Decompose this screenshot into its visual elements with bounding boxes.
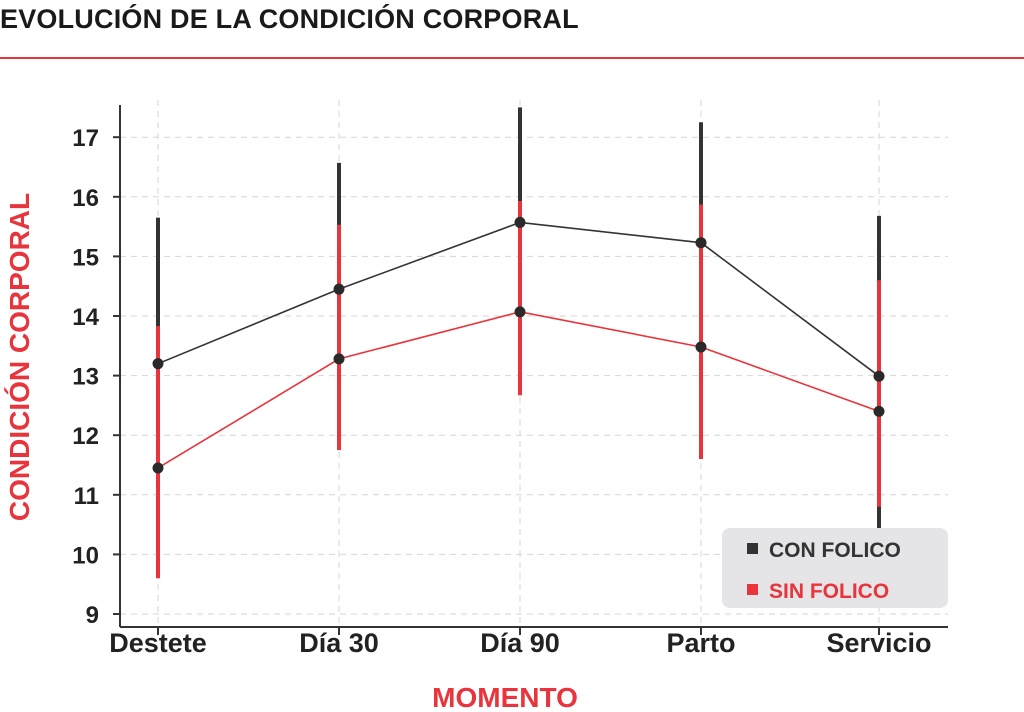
y-tick-label: 12 bbox=[72, 423, 99, 450]
data-point-con-folico bbox=[695, 237, 707, 249]
x-tick-label: Día 30 bbox=[299, 628, 379, 658]
data-point-sin-folico bbox=[695, 341, 707, 353]
data-point-con-folico bbox=[514, 216, 526, 228]
y-tick-label: 15 bbox=[72, 244, 99, 271]
x-tick-label: Destete bbox=[109, 628, 207, 658]
x-axis-label: MOMENTO bbox=[432, 682, 578, 712]
legend-marker-sin-folico bbox=[747, 584, 758, 595]
data-points bbox=[152, 216, 885, 474]
legend-marker-con-folico bbox=[747, 543, 758, 554]
legend-label-sin-folico: SIN FOLICO bbox=[769, 580, 889, 603]
data-point-sin-folico bbox=[152, 462, 164, 474]
error-bars bbox=[156, 107, 881, 579]
legend: CON FOLICO SIN FOLICO bbox=[722, 528, 948, 608]
chart-title: EVOLUCIÓN DE LA CONDICIÓN CORPORAL bbox=[0, 4, 579, 34]
y-tick-label: 11 bbox=[74, 483, 99, 510]
title-divider bbox=[0, 57, 1024, 59]
data-point-con-folico bbox=[152, 358, 164, 370]
x-tick-label: Servicio bbox=[826, 628, 931, 658]
data-point-con-folico bbox=[333, 283, 345, 295]
x-tick-label: Día 90 bbox=[480, 628, 560, 658]
tick-labels: 9 10 11 12 13 14 15 16 17 Destete Día 30 Día 90 Part… bbox=[72, 125, 931, 658]
grid-lines bbox=[120, 100, 948, 627]
legend-label-con-folico: CON FOLICO bbox=[769, 539, 901, 562]
data-point-sin-folico bbox=[333, 353, 345, 365]
data-point-sin-folico bbox=[514, 306, 526, 318]
data-point-con-folico bbox=[873, 370, 885, 382]
y-tick-label: 14 bbox=[72, 304, 99, 331]
y-tick-label: 9 bbox=[86, 602, 99, 629]
y-tick-label: 16 bbox=[72, 185, 99, 212]
legend-background bbox=[722, 528, 948, 608]
data-point-sin-folico bbox=[873, 405, 885, 417]
x-tick-label: Parto bbox=[666, 628, 735, 658]
y-tick-label: 17 bbox=[72, 125, 99, 152]
y-tick-label: 13 bbox=[72, 364, 99, 391]
axes bbox=[113, 105, 948, 635]
y-axis-label: CONDICIÓN CORPORAL bbox=[4, 193, 35, 521]
y-tick-label: 10 bbox=[72, 542, 99, 569]
